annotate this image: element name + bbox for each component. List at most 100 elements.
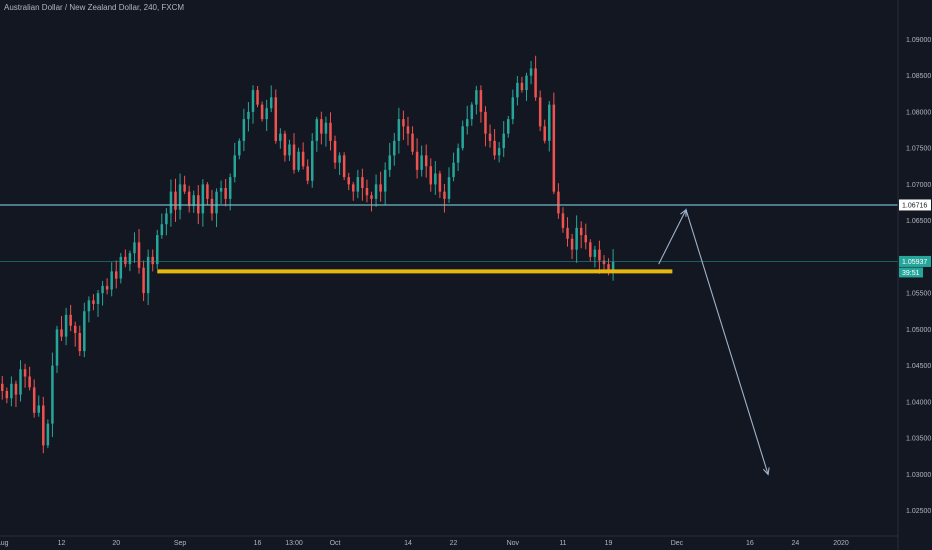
- candle-body: [206, 184, 209, 199]
- candle-body: [383, 169, 387, 192]
- y-tick-label: 1.07500: [906, 146, 931, 153]
- candle-body: [201, 184, 205, 214]
- x-tick-label: Aug: [0, 540, 9, 547]
- x-tick-label: 22: [450, 540, 458, 547]
- candle-body: [87, 300, 91, 312]
- candle-body: [160, 224, 164, 236]
- candle-body: [406, 126, 410, 134]
- countdown-badge: [899, 267, 923, 278]
- candle-body: [165, 213, 168, 225]
- candle-body: [219, 188, 223, 192]
- candle-layer: [1, 55, 615, 454]
- candle-body: [5, 391, 9, 399]
- candle-body: [575, 227, 578, 250]
- candle-body: [338, 155, 341, 163]
- candle-body: [292, 144, 296, 170]
- candle-body: [151, 256, 154, 265]
- resistance-price-badge: [899, 199, 931, 211]
- candle-body: [365, 188, 369, 196]
- candle-body: [434, 173, 437, 185]
- candle-body: [310, 140, 314, 181]
- y-tick-label: 1.08500: [906, 73, 931, 80]
- y-tick-label: 1.03500: [906, 436, 931, 443]
- candle-body: [493, 140, 496, 156]
- candle-body: [37, 405, 40, 413]
- candle-body: [60, 329, 63, 337]
- candle-body: [557, 191, 560, 214]
- candle-body: [324, 122, 328, 134]
- candle-body: [520, 82, 524, 91]
- y-tick-label: 1.04000: [906, 399, 931, 406]
- candle-body: [42, 405, 45, 446]
- countdown-label: 39:51: [902, 270, 920, 277]
- chart-title: Australian Dollar / New Zealand Dollar, …: [4, 3, 185, 12]
- candle-body: [611, 261, 615, 272]
- y-tick-label: 1.07000: [906, 182, 931, 189]
- candle-body: [133, 242, 136, 254]
- candle-body: [388, 155, 391, 170]
- candle-body: [46, 423, 50, 446]
- candle-body: [598, 249, 601, 261]
- candle-body: [497, 148, 501, 156]
- candle-body: [142, 267, 145, 294]
- candle-body: [424, 155, 428, 167]
- candle-body: [288, 144, 291, 156]
- candle-body: [420, 155, 423, 170]
- y-tick-label: 1.06500: [906, 218, 931, 225]
- candle-body: [525, 75, 528, 91]
- candle-body: [465, 119, 469, 127]
- candle-body: [233, 155, 237, 178]
- x-tick-label: 14: [404, 540, 412, 547]
- candle-body: [73, 325, 77, 333]
- candle-body: [484, 111, 487, 134]
- y-tick-label: 1.09000: [906, 37, 931, 44]
- candle-body: [570, 238, 574, 250]
- candle-body: [361, 177, 364, 188]
- candle-body: [548, 104, 551, 141]
- candle-body: [238, 140, 241, 156]
- candle-body: [146, 256, 150, 294]
- candle-body: [566, 227, 569, 239]
- candle-body: [279, 133, 282, 141]
- candle-body: [274, 97, 278, 141]
- candle-body: [197, 195, 200, 214]
- candle-body: [306, 166, 309, 181]
- candle-body: [561, 213, 565, 228]
- candle-body: [183, 184, 186, 192]
- candle-body: [224, 188, 227, 199]
- candle-body: [137, 242, 141, 268]
- candle-body: [192, 195, 195, 207]
- projection-arrowhead-down: [762, 467, 770, 476]
- projection-path[interactable]: [658, 208, 769, 475]
- x-tick-label: 19: [605, 540, 613, 547]
- candle-body: [283, 133, 287, 156]
- x-tick-label: 24: [792, 540, 800, 547]
- candle-body: [14, 383, 18, 395]
- candle-body: [320, 119, 323, 134]
- candle-body: [1, 383, 4, 391]
- candle-body: [301, 151, 305, 167]
- candle-body: [415, 151, 419, 170]
- y-tick-label: 1.05500: [906, 291, 931, 298]
- candle-body: [538, 97, 542, 127]
- projection-layer: [658, 208, 770, 476]
- candle-body: [83, 311, 86, 352]
- candle-body: [584, 235, 588, 243]
- candle-body: [534, 68, 537, 98]
- candle-body: [516, 82, 519, 98]
- x-tick-label: 16: [254, 540, 262, 547]
- x-tick-label: 13:00: [285, 540, 303, 547]
- candle-body: [452, 162, 455, 178]
- candle-body: [51, 365, 54, 424]
- candle-body: [470, 104, 474, 120]
- candle-body: [78, 333, 82, 352]
- x-tick-label: Dec: [671, 540, 684, 547]
- candle-body: [297, 151, 300, 170]
- candle-body: [32, 387, 36, 413]
- candle-body: [110, 271, 113, 290]
- candle-body: [228, 177, 232, 199]
- candle-body: [92, 300, 95, 304]
